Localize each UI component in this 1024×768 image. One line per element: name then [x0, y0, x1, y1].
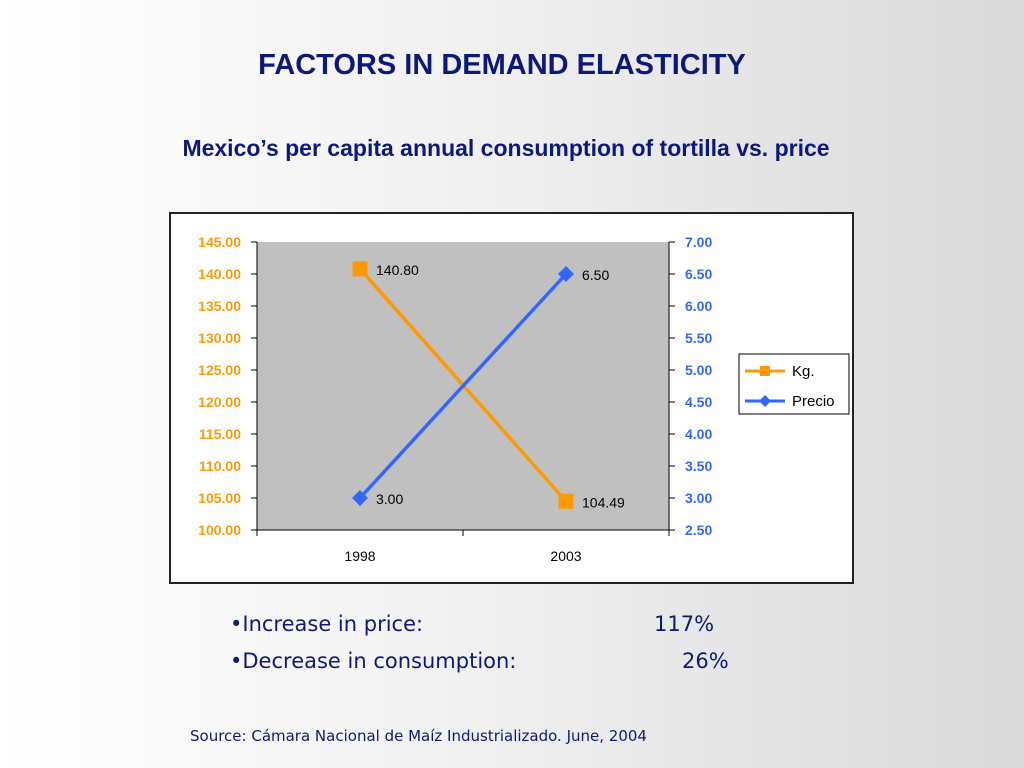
- right-axis-tick-label: 4.50: [685, 394, 712, 410]
- x-axis-tick-label: 2003: [550, 548, 581, 564]
- legend-label: Precio: [792, 393, 835, 410]
- data-point-marker: [352, 490, 368, 506]
- bullet-label: •Decrease in consumption:: [230, 649, 517, 673]
- right-axis-tick-label: 6.00: [685, 298, 712, 314]
- right-axis-tick-label: 6.50: [685, 266, 712, 282]
- legend-box: [738, 353, 850, 415]
- left-axis-tick-label: 115.00: [199, 426, 241, 442]
- data-label: 140.80: [376, 262, 419, 278]
- right-axis-tick-label: 5.50: [685, 330, 712, 346]
- left-axis-tick-label: 110.00: [199, 458, 241, 474]
- bullet-value: 26%: [682, 649, 729, 673]
- data-point-marker: [352, 261, 368, 277]
- legend-swatch-marker: [759, 395, 771, 407]
- bullet-list: •Increase in price: 117% •Decrease in co…: [230, 612, 790, 686]
- bullet-item-price: •Increase in price: 117%: [230, 612, 790, 649]
- data-label: 6.50: [582, 267, 609, 283]
- data-point-marker: [558, 493, 574, 509]
- left-axis-tick-label: 130.00: [198, 330, 241, 346]
- chart: 100.00 105.00 110.00 115.00 120.00 125.00 130.…: [198, 234, 850, 564]
- bullet-label: •Increase in price:: [230, 612, 424, 636]
- data-label: 3.00: [376, 491, 403, 507]
- left-axis-tick-label: 140.00: [198, 266, 241, 282]
- left-axis-tick-label: 100.00: [198, 522, 241, 538]
- left-axis-tick-label: 135.00: [198, 298, 241, 314]
- legend-swatch-marker: [760, 366, 770, 376]
- legend-label: Kg.: [792, 363, 815, 380]
- right-axis-tick-label: 4.00: [685, 426, 712, 442]
- x-axis-tick-label: 1998: [344, 548, 375, 564]
- bullet-value: 117%: [654, 612, 715, 636]
- data-label: 104.49: [582, 494, 625, 510]
- right-axis-tick-label: 2.50: [685, 522, 712, 538]
- left-axis-tick-label: 145.00: [198, 234, 241, 250]
- right-axis-tick-label: 3.50: [685, 458, 712, 474]
- left-axis-tick-label: 105.00: [198, 490, 241, 506]
- slide-subtitle: Mexico’s per capita annual consumption o…: [182, 135, 830, 161]
- right-axis-tick-label: 7.00: [685, 234, 712, 250]
- right-axis-tick-label: 5.00: [685, 362, 712, 378]
- slide-title: FACTORS IN DEMAND ELASTICITY: [258, 49, 746, 81]
- left-axis-tick-label: 125.00: [198, 362, 241, 378]
- left-axis-tick-label: 120.00: [198, 394, 241, 410]
- right-axis-tick-label: 3.00: [685, 490, 712, 506]
- series-line-precio: [358, 272, 568, 500]
- bullet-item-consumption: •Decrease in consumption: 26%: [230, 649, 790, 686]
- data-point-marker: [558, 266, 574, 282]
- source-note: Source: Cámara Nacional de Maíz Industri…: [190, 727, 647, 745]
